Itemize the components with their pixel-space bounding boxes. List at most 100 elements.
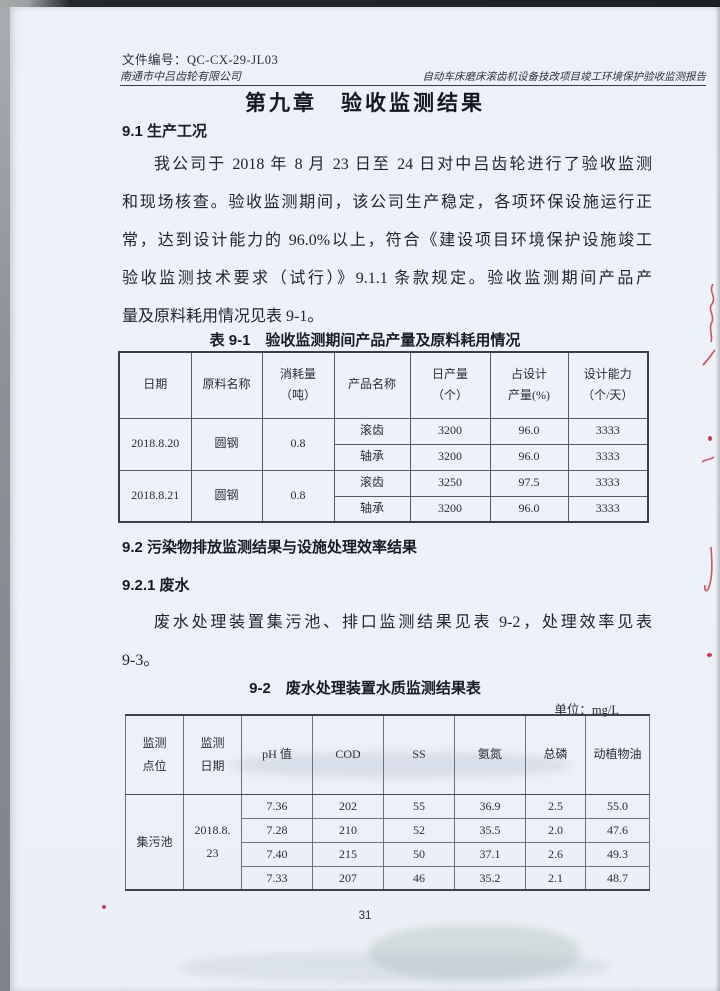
chapter-title: 第九章 验收监测结果 xyxy=(245,92,485,115)
red-ink-mark xyxy=(102,905,106,909)
paragraph-9-2-1: 废水处理装置集污池、排口监测结果见表 9-2，处理效率见表 9-3。 xyxy=(122,604,652,680)
scan-edge-top xyxy=(0,0,720,7)
doc-number: 文件编号：QC-CX-29-JL03 xyxy=(122,53,279,67)
cell-ammonia: 35.5 xyxy=(454,817,526,843)
cell-pct: 96.0 xyxy=(489,495,569,523)
paragraph-line: 量及原料耗用情况见表 9-1。 xyxy=(122,308,324,325)
cell-ammonia: 36.9 xyxy=(454,793,526,819)
cell-ss: 55 xyxy=(383,793,455,819)
cell-cod: 210 xyxy=(312,817,384,843)
cell-ammonia: 35.2 xyxy=(454,865,526,891)
cell-ph: 7.40 xyxy=(241,841,313,867)
cell-product: 轴承 xyxy=(333,495,411,523)
column-header-ph: pH 值 xyxy=(241,714,313,795)
table-9-2-header-row: 监测 点位 监测 日期 pH 值 COD SS 氨氮 总磷 动植物油 xyxy=(125,714,650,795)
cell-phosphorus: 2.1 xyxy=(525,865,586,891)
paragraph-9-1: 我公司于 2018 年 8 月 23 日至 24 日对中吕齿轮进行了验收监测 和… xyxy=(122,146,652,336)
table-row: 2018.8.20 圆钢 0.8 滚齿 3200 96.0 3333 xyxy=(118,417,649,471)
red-ink-mark xyxy=(704,546,713,592)
table-9-2-title: 9-2 废水处理装置水质监测结果表 xyxy=(249,680,481,697)
cell-capacity: 3333 xyxy=(567,443,649,471)
table-9-1: 日期 原料名称 消耗量 （吨） 产品名称 日产量 （个） 占设计 产量(%) 设计能力… xyxy=(118,351,649,523)
report-running-title: 自动车床磨床滚齿机设备技改项目竣工环境保护验收监测报告 xyxy=(422,72,707,83)
table-row: 集污池 2018.8. 23 7.36 202 55 36.9 2.5 55.0 xyxy=(125,793,650,891)
column-header-ss: SS xyxy=(383,714,455,795)
cell-ammonia: 37.1 xyxy=(454,841,526,867)
table-row: 2018.8.21 圆钢 0.8 滚齿 3250 97.5 3333 xyxy=(118,469,649,523)
column-header-capacity: 设计能力 （个/天） xyxy=(567,351,649,419)
paragraph-line: 9-3。 xyxy=(122,652,160,669)
paragraph-line: 和现场核查。验收监测期间，该公司生产稳定，各项环保设施运行正 xyxy=(122,194,652,211)
cell-date: 2018.8.21 xyxy=(118,469,192,523)
unit-label: 单位：mg/L xyxy=(554,703,619,717)
paragraph-line: 我公司于 2018 年 8 月 23 日至 24 日对中吕齿轮进行了验收监测 xyxy=(154,156,652,173)
table-9-1-header-row: 日期 原料名称 消耗量 （吨） 产品名称 日产量 （个） 占设计 产量(%) 设计能力… xyxy=(118,351,649,419)
column-header-design-pct: 占设计 产量(%) xyxy=(489,351,569,419)
table-row: 7.28 210 52 35.5 2.0 47.6 xyxy=(126,817,650,843)
cell-capacity: 3333 xyxy=(567,495,649,523)
cell-pct: 97.5 xyxy=(489,469,569,497)
cell-phosphorus: 2.5 xyxy=(525,793,586,819)
cell-oil: 48.7 xyxy=(585,865,650,891)
bleed-through-smudge xyxy=(370,925,580,980)
paragraph-line: 验收监测技术要求（试行）》9.1.1 条款规定。验收监测期间产品产 xyxy=(122,270,652,287)
paragraph-line: 废水处理装置集污池、排口监测结果见表 9-2，处理效率见表 xyxy=(154,614,652,631)
column-header-ammonia: 氨氮 xyxy=(454,714,526,795)
cell-product: 轴承 xyxy=(333,443,411,471)
cell-pct: 96.0 xyxy=(489,417,569,445)
cell-ss: 50 xyxy=(383,841,455,867)
cell-product: 滚齿 xyxy=(333,469,411,497)
column-header-consumption: 消耗量 （吨） xyxy=(261,351,335,419)
column-header-site: 监测 点位 xyxy=(125,714,184,795)
cell-ss: 52 xyxy=(383,817,455,843)
section-heading-9-2-1: 9.2.1 废水 xyxy=(122,577,190,594)
table-row: 7.33 207 46 35.2 2.1 48.7 xyxy=(126,865,650,891)
page-number: 31 xyxy=(358,910,372,922)
table-9-2: 监测 点位 监测 日期 pH 值 COD SS 氨氮 总磷 动植物油 集污池 201… xyxy=(125,714,650,892)
column-header-cod: COD xyxy=(312,714,384,795)
cell-output: 3200 xyxy=(409,495,491,523)
table-row: 轴承 3200 96.0 3333 xyxy=(119,443,649,471)
cell-pct: 96.0 xyxy=(489,443,569,471)
table-9-1-title: 表 9-1 验收监测期间产品产量及原料耗用情况 xyxy=(209,332,521,349)
cell-date: 2018.8. 23 xyxy=(183,793,242,891)
cell-ph: 7.36 xyxy=(241,793,313,819)
cell-consumption: 0.8 xyxy=(261,417,335,471)
red-ink-mark xyxy=(708,436,712,441)
cell-cod: 202 xyxy=(312,793,384,819)
column-header-date: 监测 日期 xyxy=(183,714,242,795)
paper: 文件编号：QC-CX-29-JL03 南通市中吕齿轮有限公司 自动车床磨床滚齿机… xyxy=(10,7,720,991)
column-header-material: 原料名称 xyxy=(190,351,263,419)
cell-material: 圆钢 xyxy=(190,469,263,523)
red-ink-mark xyxy=(701,456,715,463)
column-header-daily-output: 日产量 （个） xyxy=(409,351,491,419)
cell-oil: 55.0 xyxy=(585,793,650,819)
cell-capacity: 3333 xyxy=(567,469,649,497)
cell-product: 滚齿 xyxy=(333,417,411,445)
cell-ss: 46 xyxy=(383,865,455,891)
cell-output: 3200 xyxy=(409,417,491,445)
cell-date: 2018.8.20 xyxy=(118,417,192,471)
red-ink-mark xyxy=(709,283,715,343)
cell-ph: 7.33 xyxy=(241,865,313,891)
running-head: 南通市中吕齿轮有限公司 自动车床磨床滚齿机设备技改项目竣工环境保护验收监测报告 xyxy=(120,62,706,86)
red-ink-mark xyxy=(702,349,716,366)
bleed-through-smudge xyxy=(180,952,610,982)
cell-consumption: 0.8 xyxy=(261,469,335,523)
cell-oil: 47.6 xyxy=(585,817,650,843)
paragraph-line: 常，达到设计能力的 96.0%以上，符合《建设项目环境保护设施竣工 xyxy=(122,232,652,249)
red-ink-mark xyxy=(707,653,712,657)
cell-output: 3200 xyxy=(409,443,491,471)
column-header-date: 日期 xyxy=(118,351,192,419)
scan-edge-left xyxy=(0,7,10,991)
cell-cod: 207 xyxy=(312,865,384,891)
cell-capacity: 3333 xyxy=(567,417,649,445)
cell-material: 圆钢 xyxy=(190,417,263,471)
cell-oil: 49.3 xyxy=(585,841,650,867)
cell-output: 3250 xyxy=(409,469,491,497)
table-row: 轴承 3200 96.0 3333 xyxy=(119,495,649,523)
column-header-oil: 动植物油 xyxy=(585,714,650,795)
column-header-phosphorus: 总磷 xyxy=(525,714,586,795)
cell-site: 集污池 xyxy=(125,793,184,891)
